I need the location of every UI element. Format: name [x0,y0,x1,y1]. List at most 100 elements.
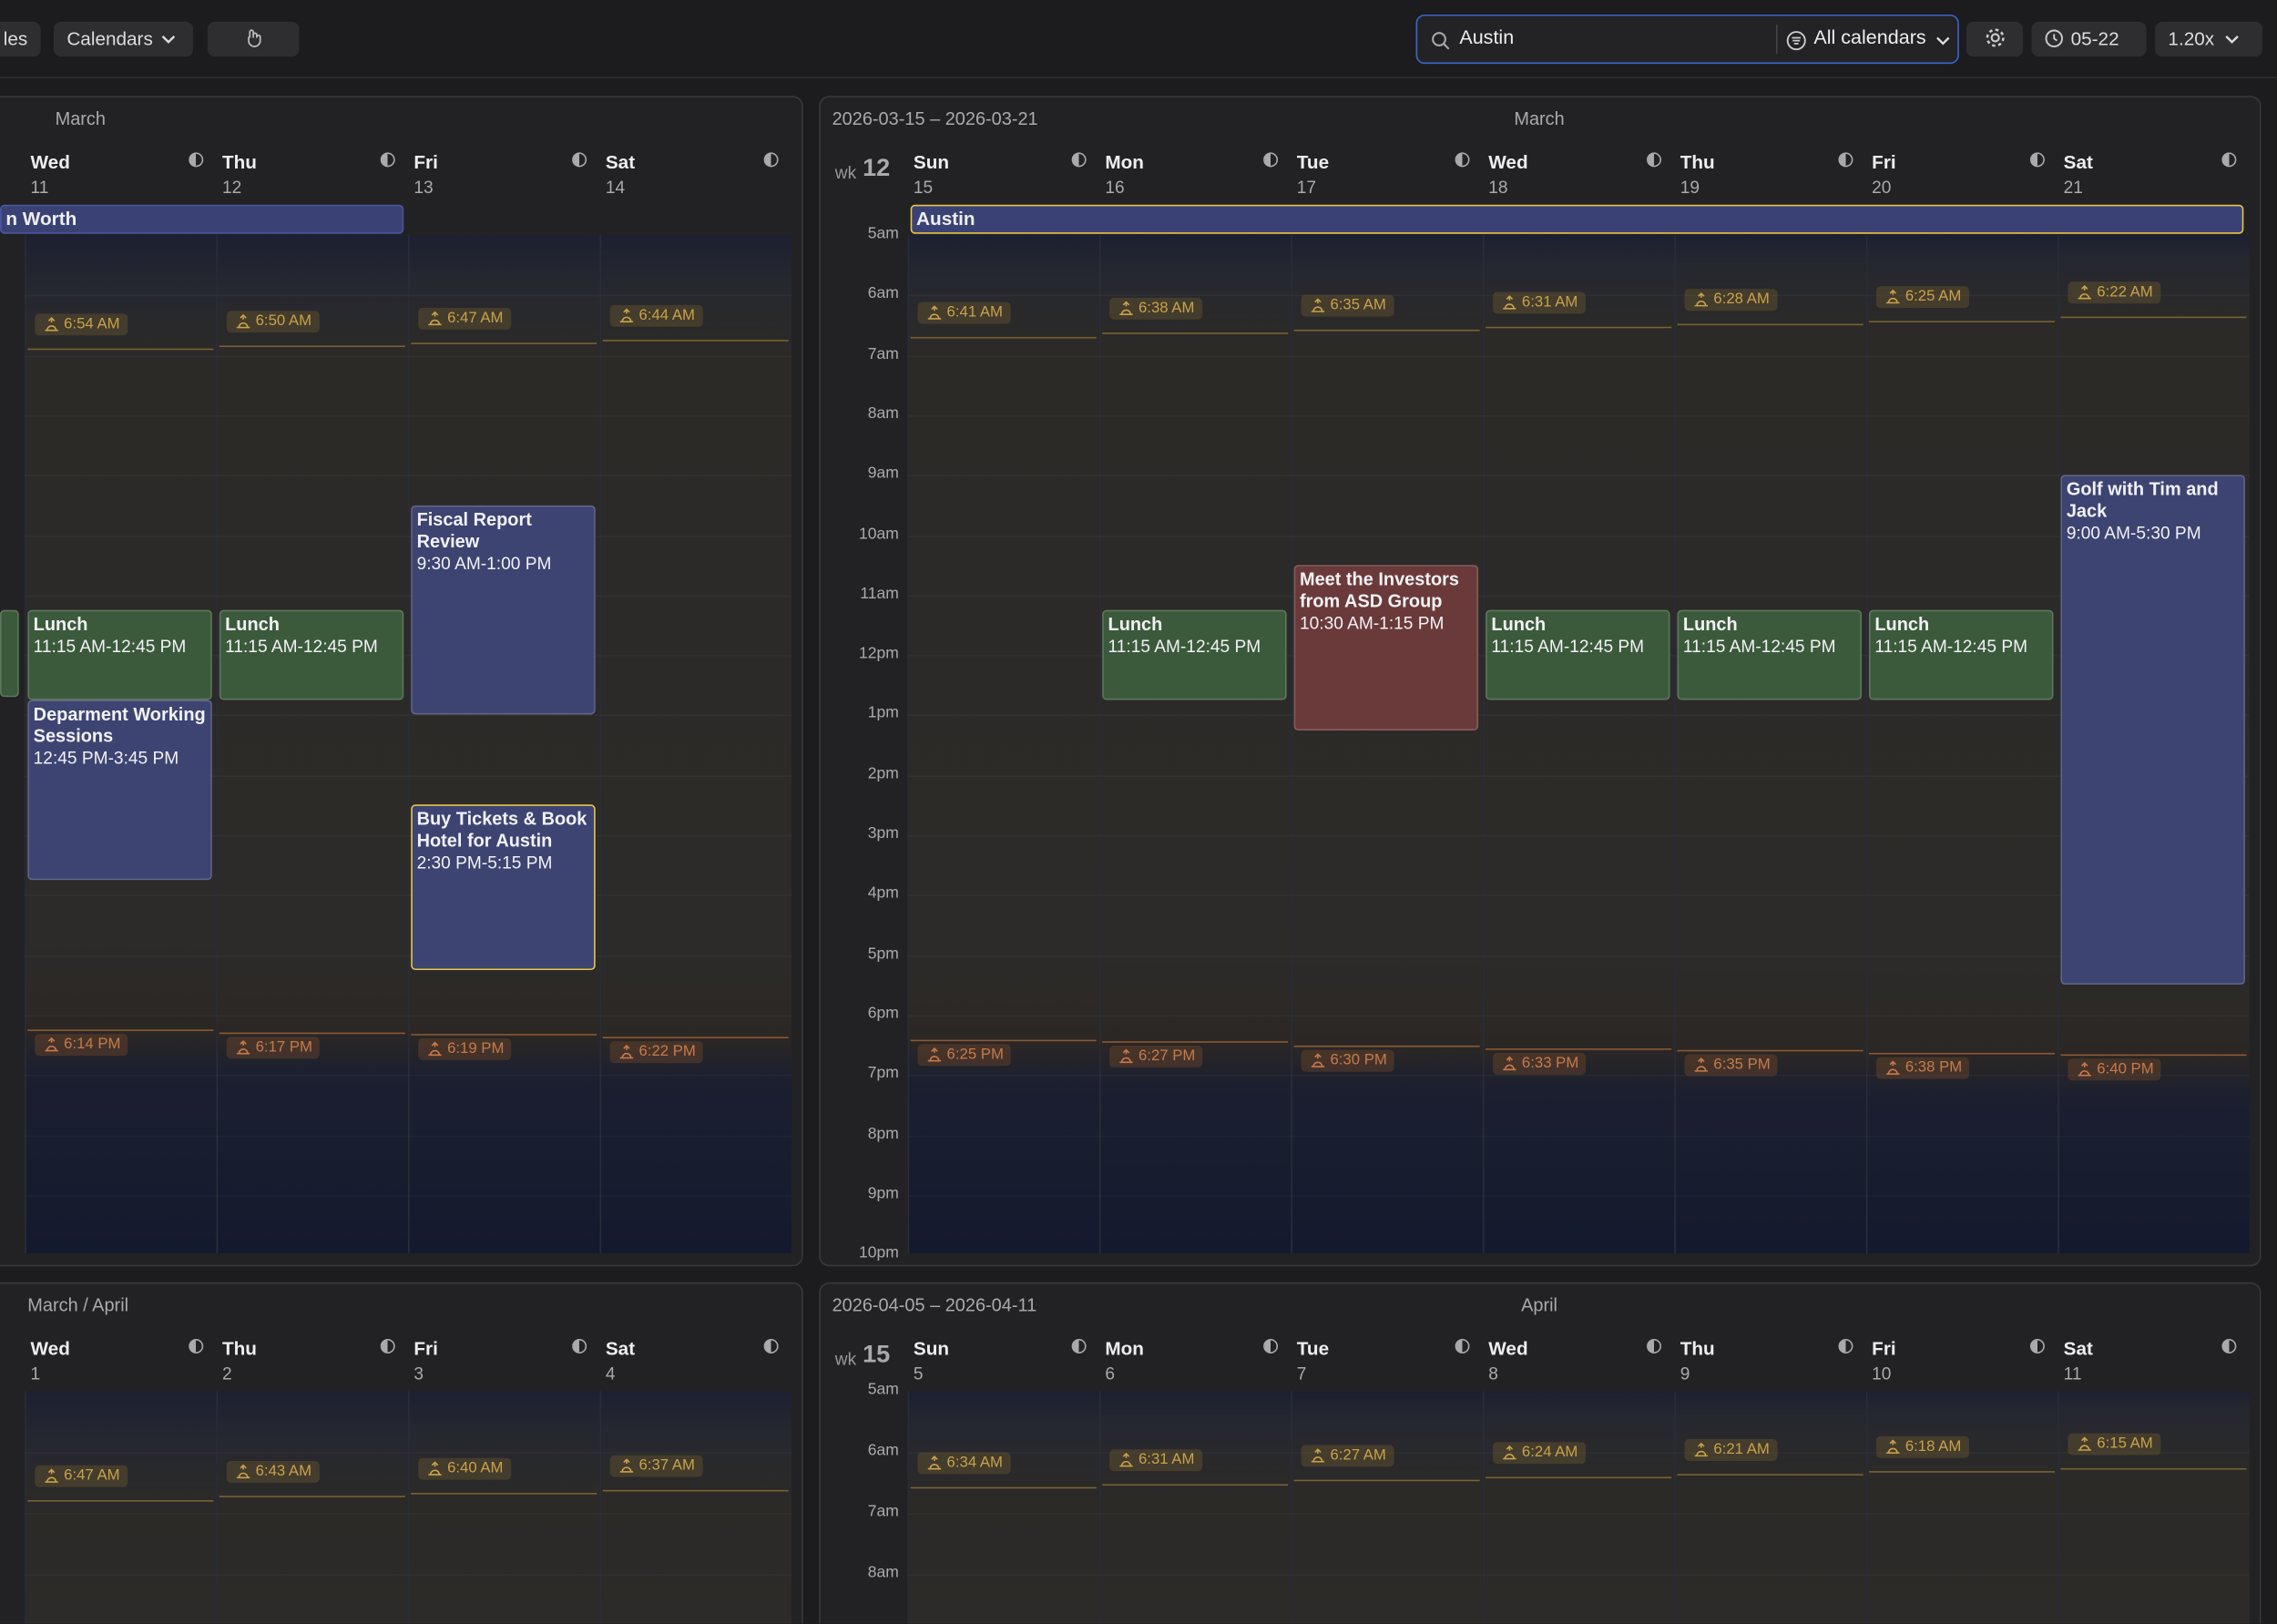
hour-line [408,355,599,357]
sunrise-line [1293,330,1480,332]
files-button[interactable]: les [0,21,41,57]
hour-line [1483,1135,1674,1137]
hour-line [408,1452,599,1454]
moon-icon [1071,1339,1087,1353]
day-date: 1 [30,1364,41,1384]
settings-button[interactable] [1966,21,2023,57]
moon-icon [1838,152,1853,168]
moon-icon [189,1339,204,1353]
hour-line [1291,415,1482,417]
event-title: Lunch [1682,614,1738,635]
hour-line [1866,536,2057,537]
hour-line [1674,595,1865,597]
sun-icon [619,307,634,322]
hour-line [1291,775,1482,777]
sunrise-time: 6:25 AM [1904,286,1962,305]
hour-line [1866,715,2057,717]
search-box[interactable]: Austin All calendars [1415,14,1959,65]
zoom-button[interactable]: 1.20x [2155,21,2263,57]
hour-line [1866,1513,2057,1515]
day-name: Sun [913,1337,950,1360]
hour-line [217,895,408,897]
hour-line [599,655,791,657]
moon-icon [2029,1339,2045,1353]
sunset-time: 6:33 PM [1521,1053,1579,1072]
calendars-button[interactable]: Calendars [53,21,194,57]
date-button[interactable]: 05-22 [2031,21,2147,57]
hour-line [907,715,1098,717]
undo-button[interactable] [207,21,300,57]
day-date: 18 [1488,177,1508,198]
event[interactable]: Buy Tickets & Book Hotel for Austin 2:30 … [411,804,596,970]
hour-line [907,355,1098,357]
event[interactable]: Deparment Working Sessions 12:45 PM-3:45 … [27,700,212,881]
day-column [1291,1391,1483,1624]
day-name: Wed [30,150,70,173]
day-name: Fri [414,1337,438,1360]
hour-line [2057,1015,2249,1016]
sunrise-line [2060,1467,2247,1469]
hour-line [25,1513,216,1515]
day-date: 14 [605,177,626,198]
event[interactable] [0,609,19,698]
hour-label: 9pm [867,1184,899,1202]
hour-label: 8pm [867,1124,899,1142]
zoom-label: 1.20x [2168,27,2215,50]
hour-line [217,475,408,477]
hour-label: 3pm [867,824,899,843]
chevron [2225,36,2239,44]
event[interactable]: Golf with Tim and Jack 9:00 AM-5:30 PM [2060,475,2245,986]
sunset-time: 6:35 PM [1713,1056,1771,1074]
sun-icon [619,1458,634,1473]
moon-icon [1455,152,1470,168]
sun-icon [619,1044,634,1059]
hour-line [408,1574,599,1576]
hour-label: 6am [867,284,899,303]
sunset-line [219,1031,405,1034]
hour-line [1099,1513,1291,1515]
day-column [1674,1391,1866,1624]
day-date: 12 [221,177,242,198]
event-title: Lunch [1874,614,1930,635]
day-date: 15 [913,177,934,198]
day-name: Sat [605,1337,636,1360]
all-day-event[interactable]: Austin [910,204,2244,234]
hour-label: 6pm [867,1005,899,1023]
day-name: Tue [1296,1337,1330,1360]
hour-line [217,1574,408,1576]
sunrise-badge: 6:31 AM [1493,291,1586,313]
day-date: 20 [1872,177,1892,198]
event[interactable]: Lunch 11:15 AM-12:45 PM [1486,609,1670,700]
event[interactable]: Lunch 11:15 AM-12:45 PM [1677,609,1863,700]
hour-line [408,1135,599,1137]
hour-line [25,415,216,417]
hour-line [217,415,408,417]
event[interactable]: Fiscal Report Review 9:30 AM-1:00 PM [411,505,596,716]
event[interactable]: Lunch 11:15 AM-12:45 PM [219,609,404,700]
hour-line [25,1195,216,1197]
event[interactable]: Lunch 11:15 AM-12:45 PM [27,609,212,700]
sunrise-line [1102,1483,1289,1486]
filter-label[interactable]: All calendars [1813,26,1926,48]
sunrise-badge: 6:27 AM [1301,1445,1394,1467]
all-day-event[interactable]: n Worth [0,204,404,234]
moon-icon [2029,152,2045,168]
day-column [2057,1391,2250,1624]
event[interactable]: Lunch 11:15 AM-12:45 PM [1868,609,2054,700]
sunrise-time: 6:41 AM [946,302,1003,321]
day-column [1098,235,1292,1253]
gear-icon [1986,28,2005,47]
hour-line [907,595,1098,597]
hour-line [599,775,791,777]
event[interactable]: Lunch 11:15 AM-12:45 PM [1102,609,1287,700]
sun-icon [1311,1447,1325,1463]
chevron [162,36,176,44]
day-name: Wed [30,1337,70,1360]
sunrise-badge: 6:24 AM [1493,1441,1586,1464]
week-range: 2026-03-15 – 2026-03-21 [832,108,1038,129]
hour-line [1674,1574,1865,1576]
week-number: 12 [863,154,891,182]
hour-line [408,415,599,417]
hour-line [1099,955,1291,956]
event[interactable]: Meet the Investors from ASD Group 10:30 A… [1293,565,1479,730]
